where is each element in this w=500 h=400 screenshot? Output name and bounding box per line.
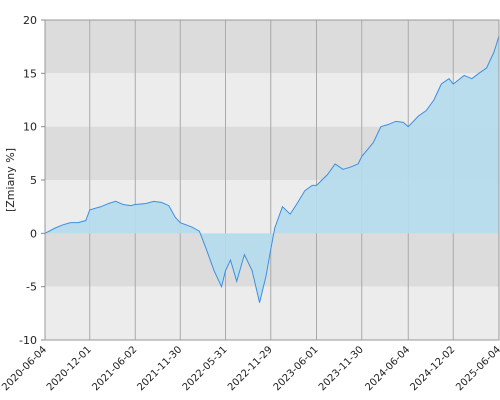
y-tick-label: 15 — [23, 67, 37, 80]
area — [45, 36, 499, 303]
x-tick-label: 2023-11-30 — [317, 344, 366, 393]
x-tick-label: 2022-05-31 — [181, 344, 230, 393]
y-axis-label: [Zmiany %] — [4, 148, 17, 212]
y-tick-label: 20 — [23, 14, 37, 27]
y-tick-label: 5 — [30, 174, 37, 187]
x-tick-label: 2025-06-04 — [454, 344, 500, 393]
band — [45, 286, 499, 340]
line — [44, 35, 500, 303]
band — [45, 20, 499, 74]
x-tick-label: 2020-06-04 — [0, 344, 49, 393]
y-tick-label: 0 — [30, 227, 37, 240]
plot-border — [44, 19, 500, 341]
y-tick-label: 10 — [23, 121, 37, 134]
x-tick-label: 2024-06-04 — [363, 344, 412, 393]
x-tick-label: 2024-12-02 — [408, 344, 457, 393]
x-tick-label: 2022-11-29 — [226, 344, 275, 393]
x-tick-label: 2021-11-30 — [135, 344, 184, 393]
y-tick-label: -5 — [26, 281, 37, 294]
x-tick-label: 2020-12-01 — [45, 344, 94, 393]
x-tick-label: 2023-06-01 — [272, 344, 321, 393]
x-tick-label: 2021-06-02 — [90, 344, 139, 393]
y-tick-label: -10 — [19, 334, 37, 347]
